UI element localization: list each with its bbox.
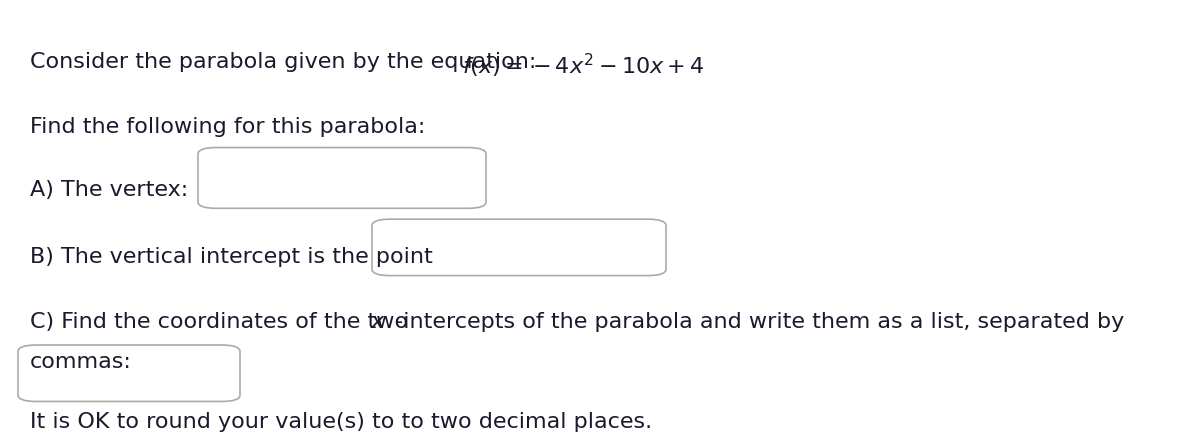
FancyBboxPatch shape — [18, 345, 240, 401]
FancyBboxPatch shape — [198, 148, 486, 208]
Text: Consider the parabola given by the equation:: Consider the parabola given by the equat… — [30, 52, 544, 72]
Text: Find the following for this parabola:: Find the following for this parabola: — [30, 117, 425, 137]
FancyBboxPatch shape — [372, 219, 666, 276]
Text: $f(x) = -4x^2 - 10x + 4$: $f(x) = -4x^2 - 10x + 4$ — [462, 52, 704, 80]
Text: C) Find the coordinates of the two: C) Find the coordinates of the two — [30, 312, 415, 332]
Text: -intercepts of the parabola and write them as a list, separated by: -intercepts of the parabola and write th… — [388, 312, 1124, 332]
Text: commas:: commas: — [30, 352, 132, 372]
Text: $x$: $x$ — [370, 312, 385, 332]
Text: A) The vertex:: A) The vertex: — [30, 180, 188, 200]
Text: It is OK to round your value(s) to to two decimal places.: It is OK to round your value(s) to to tw… — [30, 412, 652, 432]
Text: B) The vertical intercept is the point: B) The vertical intercept is the point — [30, 247, 433, 267]
